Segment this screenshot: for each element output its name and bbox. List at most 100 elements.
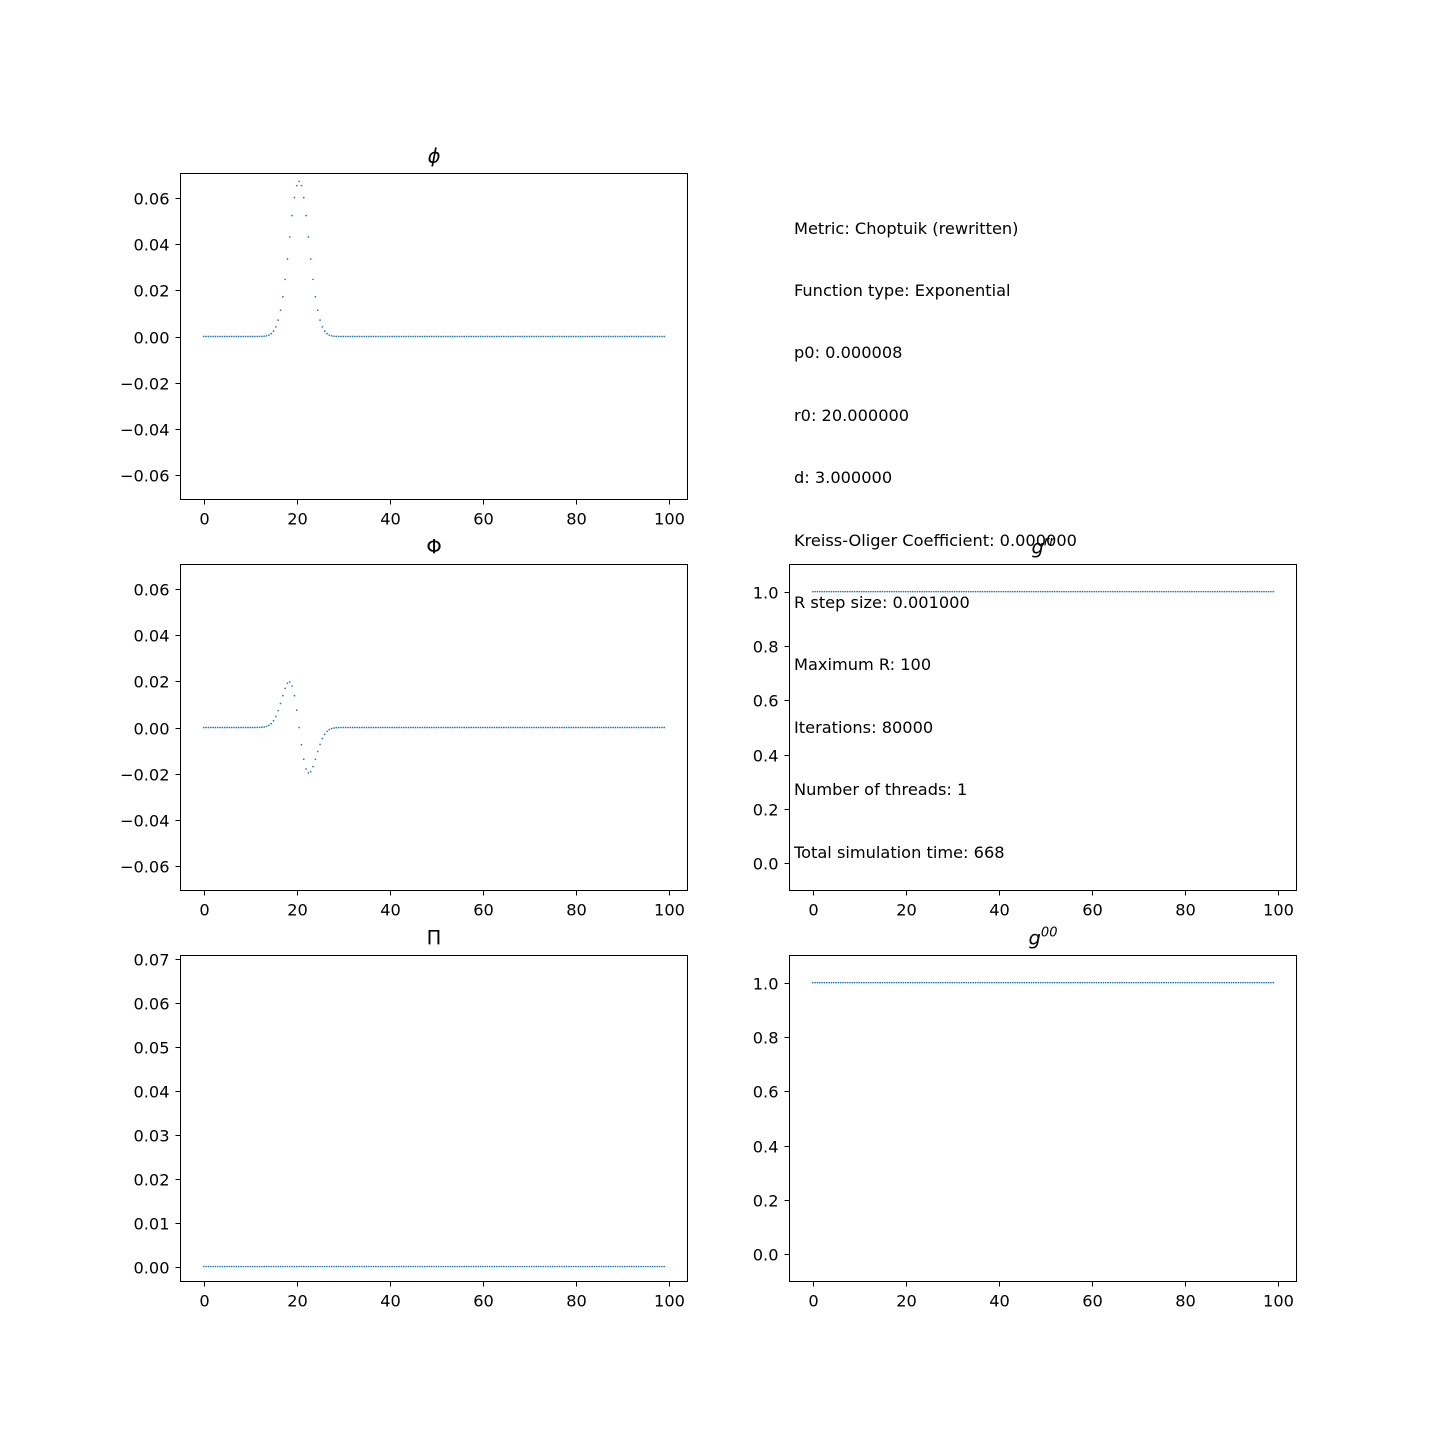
- data-point: [288, 1265, 291, 1268]
- data-point: [1065, 981, 1068, 984]
- data-point: [870, 981, 872, 984]
- data-point: [616, 726, 619, 729]
- data-point: [472, 335, 475, 338]
- data-point: [316, 750, 319, 753]
- data-point: [902, 981, 905, 984]
- data-point: [265, 725, 268, 728]
- data-point: [370, 335, 373, 338]
- data-point: [1074, 981, 1077, 984]
- data-point: [414, 726, 417, 729]
- data-point: [316, 309, 319, 312]
- data-point: [1174, 981, 1177, 984]
- data-point: [221, 1265, 224, 1268]
- data-point: [984, 981, 986, 984]
- data-point: [509, 726, 512, 729]
- data-point: [312, 765, 314, 768]
- data-point: [347, 1265, 349, 1268]
- data-point: [1139, 590, 1142, 593]
- data-point: [1251, 590, 1254, 593]
- info-line: Iterations: 80000: [794, 717, 934, 737]
- data-point: [207, 335, 210, 338]
- y-tick-label: 0.04: [133, 627, 169, 646]
- data-point: [849, 981, 851, 984]
- data-point: [1228, 590, 1230, 593]
- data-point: [879, 590, 882, 593]
- data-point: [500, 335, 503, 338]
- data-point: [458, 1265, 461, 1268]
- data-point: [661, 1265, 663, 1268]
- data-point: [284, 1265, 287, 1268]
- data-point: [244, 335, 247, 338]
- y-tick-label: 0.01: [133, 1215, 169, 1234]
- data-point: [265, 334, 268, 337]
- data-point: [230, 335, 233, 338]
- data-point: [1102, 590, 1105, 593]
- data-point: [347, 726, 349, 729]
- data-point: [1230, 981, 1233, 984]
- data-point: [251, 726, 254, 729]
- data-point: [551, 1265, 554, 1268]
- data-point: [981, 590, 984, 593]
- data-point: [1225, 590, 1228, 593]
- data-point: [333, 727, 335, 729]
- y-tick-label: 0.00: [133, 1259, 169, 1278]
- data-point: [619, 335, 621, 338]
- data-point: [470, 335, 473, 338]
- data-point: [214, 1265, 217, 1268]
- data-point: [1142, 981, 1144, 984]
- data-point: [974, 590, 977, 593]
- series-points: [202, 1265, 666, 1268]
- data-point: [261, 335, 263, 338]
- data-point: [519, 335, 521, 338]
- series-points: [811, 981, 1275, 984]
- data-point: [551, 726, 554, 729]
- data-point: [895, 981, 898, 984]
- data-point: [400, 726, 403, 729]
- data-point: [370, 726, 373, 729]
- data-point: [421, 335, 424, 338]
- data-point: [205, 1265, 207, 1268]
- data-point: [958, 590, 961, 593]
- data-point: [544, 726, 547, 729]
- data-point: [1188, 590, 1191, 593]
- data-point: [361, 726, 363, 729]
- data-point: [519, 726, 521, 729]
- info-line: Function type: Exponential: [794, 280, 1011, 300]
- data-point: [337, 335, 340, 338]
- data-point: [581, 1265, 584, 1268]
- data-point: [535, 726, 538, 729]
- data-point: [1167, 981, 1170, 984]
- data-point: [900, 981, 902, 984]
- data-point: [1184, 981, 1186, 984]
- data-point: [1123, 981, 1126, 984]
- data-point: [990, 590, 993, 593]
- data-point: [600, 726, 603, 729]
- data-point: [356, 335, 359, 338]
- data-point: [1053, 981, 1056, 984]
- data-point: [265, 1265, 268, 1268]
- data-point: [825, 981, 828, 984]
- data-point: [342, 335, 345, 338]
- data-point: [572, 335, 575, 338]
- data-point: [1058, 981, 1061, 984]
- data-point: [402, 726, 405, 729]
- data-point: [242, 1265, 245, 1268]
- data-point: [428, 726, 431, 729]
- y-tick-label: 0.05: [133, 1039, 169, 1058]
- x-tick-label: 60: [1082, 901, 1103, 920]
- data-point: [916, 590, 919, 593]
- data-point: [319, 743, 321, 746]
- data-point: [202, 335, 205, 338]
- data-point: [1090, 590, 1093, 593]
- data-point: [598, 1265, 600, 1268]
- data-point: [1242, 590, 1244, 593]
- data-point: [595, 335, 598, 338]
- data-point: [1260, 590, 1263, 593]
- data-point: [1160, 590, 1163, 593]
- data-point: [946, 981, 949, 984]
- data-point: [247, 335, 249, 338]
- data-point: [249, 1265, 252, 1268]
- data-point: [1200, 981, 1202, 984]
- data-point: [354, 726, 356, 729]
- y-tick-label: 0.02: [133, 282, 169, 301]
